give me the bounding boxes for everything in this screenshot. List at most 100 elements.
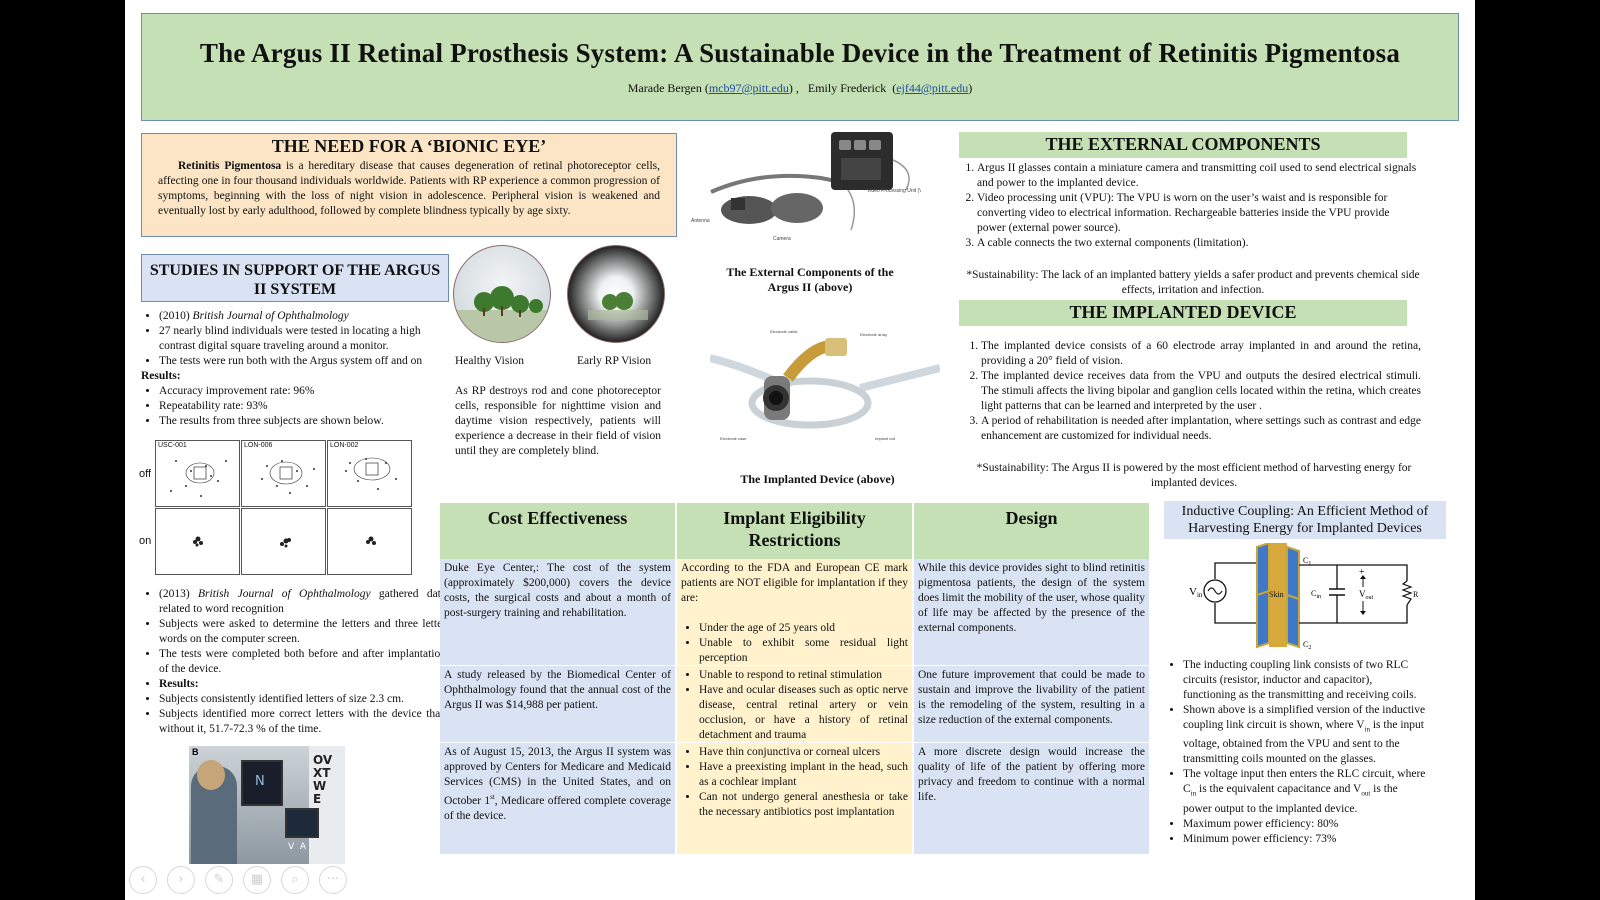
- eligibility-cell-3: Have thin conjunctiva or corneal ulcersH…: [677, 743, 913, 855]
- cost-header: Cost Effectiveness: [440, 503, 676, 559]
- external-item: Argus II glasses contain a miniature cam…: [977, 161, 1419, 191]
- inductive-list: The inducting coupling link consists of …: [1165, 658, 1427, 847]
- camera-label: Camera: [773, 236, 791, 242]
- author-1: Marade Bergen: [627, 81, 702, 95]
- grid-cell: USC-001: [155, 440, 240, 507]
- photo-label: B: [192, 747, 199, 757]
- early-rp-vision-image: [567, 245, 665, 343]
- svg-text:+: +: [1359, 567, 1365, 578]
- grid-cell: [241, 508, 326, 575]
- implanted-item: The implanted device consists of a 60 el…: [981, 339, 1421, 369]
- antenna-label: Antenna: [691, 218, 710, 224]
- comparison-table: Cost Effectiveness Duke Eye Center,: The…: [440, 503, 1150, 855]
- eligibility-item: Unable to respond to retinal stimulation: [699, 668, 908, 683]
- healthy-vision-image: [453, 245, 551, 343]
- c1-label: C1: [1303, 556, 1311, 567]
- early-rp-label: Early RP Vision: [577, 355, 652, 367]
- previous-slide-button[interactable]: ‹: [129, 866, 157, 894]
- row-label-off: off: [139, 468, 152, 480]
- studies-2010: (2010) British Journal of Ophthalmology …: [141, 309, 446, 429]
- design-header: Design: [914, 503, 1150, 559]
- screen-letter: N: [255, 774, 265, 789]
- eligibility-item: Have and ocular diseases such as optic n…: [699, 683, 908, 743]
- vision-description: As RP destroys rod and cone photorecepto…: [455, 385, 661, 457]
- rl-label: RL: [1413, 590, 1419, 601]
- eligibility-header: Implant Eligibility Restrictions: [677, 503, 913, 559]
- external-item: Video processing unit (VPU): The VPU is …: [977, 191, 1419, 236]
- study-2013-citation: (2013) British Journal of Ophthalmology …: [159, 587, 446, 617]
- external-list: Argus II glasses contain a miniature cam…: [959, 161, 1419, 251]
- email-link-1[interactable]: mcb97@pitt.edu: [708, 81, 789, 95]
- implant-label: Electrode cable: [770, 329, 798, 334]
- eligibility-item: Unable to exhibit some residual light pe…: [699, 636, 908, 666]
- view-all-slides-icon[interactable]: ▦: [243, 866, 271, 894]
- study-2010-citation: (2010) British Journal of Ophthalmology: [159, 309, 446, 324]
- c2-label: C2: [1303, 640, 1311, 649]
- studies-2013: (2013) British Journal of Ophthalmology …: [141, 587, 446, 737]
- design-cell-2: One future improvement that could be mad…: [914, 666, 1150, 743]
- need-section: THE NEED FOR A ‘BIONIC EYE’ Retinitis Pi…: [141, 133, 677, 237]
- implant-label: Electrode case: [720, 436, 747, 441]
- design-cell-1: While this device provides sight to blin…: [914, 559, 1150, 666]
- implanted-heading: THE IMPLANTED DEVICE: [959, 300, 1407, 326]
- study-item: The tests were run both with the Argus s…: [159, 354, 446, 369]
- next-slide-button[interactable]: ›: [167, 866, 195, 894]
- title-banner: The Argus II Retinal Prosthesis System: …: [141, 13, 1459, 121]
- eligibility-item: Can not undergo general anesthesia or ta…: [699, 790, 908, 820]
- result-item: Accuracy improvement rate: 96%: [159, 384, 446, 399]
- result-item: Subjects consistently identified letters…: [159, 692, 446, 707]
- design-cell-3: A more discrete design would increase th…: [914, 743, 1150, 855]
- grid-cell: [155, 508, 240, 575]
- need-heading: THE NEED FOR A ‘BIONIC EYE’: [271, 136, 547, 156]
- implanted-sustainability: *Sustainability: The Argus II is powered…: [976, 462, 1412, 489]
- implanted-item: The implanted device receives data from …: [981, 369, 1421, 414]
- implant-label: Electrode array: [860, 332, 887, 337]
- vpu-label: Video Processing Unit (VPU): [867, 188, 921, 194]
- grid-cell: LON-006: [241, 440, 326, 507]
- vout-label: Vout: [1359, 589, 1374, 601]
- result-item: Repeatability rate: 93%: [159, 399, 446, 414]
- eligibility-item: Have thin conjunctiva or corneal ulcers: [699, 745, 908, 760]
- results-label: Results:: [141, 370, 181, 382]
- vin-label: Vin: [1189, 586, 1203, 599]
- inductive-item: Minimum power efficiency: 73%: [1183, 832, 1427, 847]
- results-label: Results:: [159, 677, 446, 692]
- eye-chart-letters: OV XT W E: [313, 753, 333, 806]
- grid-cell: [327, 508, 412, 575]
- more-options-icon[interactable]: ···: [319, 866, 347, 894]
- implanted-device-figure: Electrode cable Electrode array Electrod…: [709, 328, 941, 453]
- eligibility-column: Implant Eligibility Restrictions Accordi…: [677, 503, 913, 855]
- cost-cell-2: A study released by the Biomedical Cente…: [440, 666, 676, 743]
- pen-icon[interactable]: ✎: [205, 866, 233, 894]
- result-item: The results from three subjects are show…: [159, 414, 446, 429]
- inductive-item: Maximum power efficiency: 80%: [1183, 817, 1427, 832]
- cost-column: Cost Effectiveness Duke Eye Center,: The…: [440, 503, 676, 855]
- poster-title: The Argus II Retinal Prosthesis System: …: [199, 38, 1401, 68]
- external-heading: THE EXTERNAL COMPONENTS: [959, 132, 1407, 158]
- design-column: Design While this device provides sight …: [914, 503, 1150, 855]
- result-item: Subjects identified more correct letters…: [159, 707, 446, 737]
- row-label-on: on: [139, 535, 152, 547]
- implanted-list: The implanted device consists of a 60 el…: [961, 339, 1421, 444]
- inductive-item: Shown above is a simplified version of t…: [1183, 703, 1427, 767]
- cost-cell-1: Duke Eye Center,: The cost of the system…: [440, 559, 676, 666]
- study-item: The tests were completed both before and…: [159, 647, 446, 677]
- implanted-item: A period of rehabilitation is needed aft…: [981, 414, 1421, 444]
- results-grid: off on USC-001 LON-006 LON-002: [139, 440, 413, 578]
- zoom-icon[interactable]: ⌕: [281, 866, 309, 894]
- eligibility-cell-2: Unable to respond to retinal stimulation…: [677, 666, 913, 743]
- eligibility-cell-1: According to the FDA and European CE mar…: [677, 559, 913, 666]
- eligibility-item: Have a preexisting implant in the head, …: [699, 760, 908, 790]
- cin-label: Cin: [1311, 589, 1321, 600]
- healthy-vision-label: Healthy Vision: [455, 355, 525, 367]
- email-link-2[interactable]: ejf44@pitt.edu: [896, 81, 969, 95]
- authors-line: Marade Bergen (mcb97@pitt.edu) , Emily F…: [627, 81, 973, 95]
- implant-figure-caption: The Implanted Device (above): [740, 472, 895, 486]
- external-components-figure: Antenna Camera Video Processing Unit (VP…: [691, 130, 931, 248]
- external-figure-caption: The External Components of the Argus II …: [726, 265, 894, 294]
- studies-heading: STUDIES IN SUPPORT OF THE ARGUS II SYSTE…: [141, 254, 449, 302]
- inductive-item: The inducting coupling link consists of …: [1183, 658, 1427, 703]
- inductive-heading: Inductive Coupling: An Efficient Method …: [1164, 501, 1446, 539]
- skin-label: Skin: [1269, 590, 1284, 599]
- inductive-item: The voltage input then enters the RLC ci…: [1183, 767, 1427, 816]
